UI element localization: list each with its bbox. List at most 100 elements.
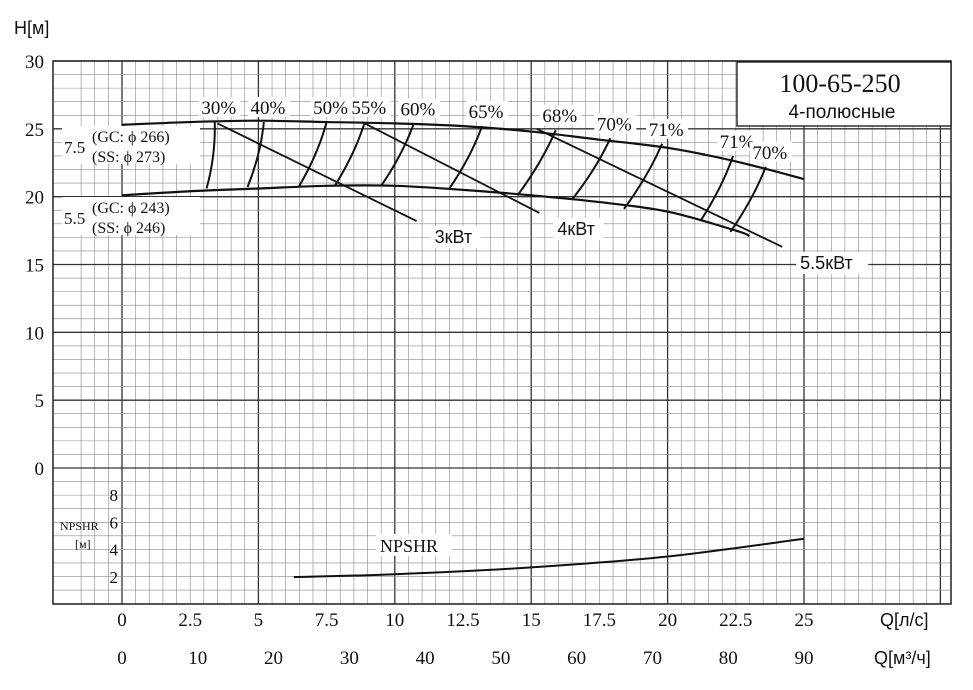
efficiency-curve [246, 121, 265, 188]
efficiency-curve [380, 123, 415, 187]
chart-subtitle: 4-полюсные [789, 102, 896, 123]
head-curve [121, 119, 805, 181]
head-curve [121, 184, 750, 238]
x-primary-tick-label: 7.5 [315, 610, 339, 631]
curve-power-7-5: 7.5 [64, 138, 85, 157]
power-label: 3кВт [435, 227, 473, 247]
x-secondary-tick-label: 20 [264, 648, 283, 669]
curve-label-7-5: 7.5 (GC: ϕ 266) (SS: ϕ 273) [62, 126, 200, 166]
curves-layer: 30% 40% 50% 55% 60% 65% 68% 70% 71%71%70%3кВт 4кВ… [121, 97, 869, 578]
x-secondary-tick-label: 70 [643, 648, 662, 669]
y-tick-label: 15 [25, 256, 44, 277]
x-primary-tick-label: 10 [385, 610, 404, 631]
power-label: 4кВт [557, 219, 595, 239]
curve-power-5-5: 5.5 [64, 209, 85, 228]
efficiency-label: 70% [752, 143, 787, 164]
curve-gc-7-5: (GC: ϕ 266) [92, 129, 170, 146]
efficiency-label: 70% [597, 114, 632, 135]
efficiency-label: 55% [351, 98, 386, 119]
efficiency-curve [516, 129, 557, 196]
grid [53, 60, 951, 604]
plot-border [52, 60, 952, 605]
x-axis-secondary-label: Q[м³/ч] [874, 648, 931, 668]
x-secondary-tick-label: 90 [795, 648, 814, 669]
y-tick-label: 0 [35, 459, 45, 480]
x-secondary-tick-label: 60 [567, 648, 586, 669]
npshr-label-bg [376, 534, 452, 556]
curve-ss-7-5: (SS: ϕ 273) [92, 149, 165, 166]
efficiency-label: 40% [250, 98, 285, 119]
efficiency-curve [333, 121, 366, 187]
power-label: 5.5кВт [800, 253, 853, 273]
x-primary-tick-label: 15 [522, 610, 541, 631]
curve-gc-5-5: (GC: ϕ 243) [92, 200, 170, 217]
power-label-bg [553, 217, 604, 240]
npshr-curve-label: NPSHR [380, 536, 438, 556]
efficiency-label-bg [594, 113, 637, 134]
x-secondary-tick-label: 0 [117, 648, 127, 669]
power-line [361, 121, 540, 214]
efficiency-curve [623, 143, 664, 210]
x-primary-tick-label: 0 [117, 610, 127, 631]
x-secondary-tick-label: 30 [340, 648, 359, 669]
efficiency-label-bg [198, 97, 241, 118]
efficiency-label-bg [247, 97, 290, 118]
npshr-axis-unit: [м] [75, 537, 91, 551]
x-secondary-tick-label: 50 [491, 648, 510, 669]
npshr-curve [293, 537, 805, 578]
x-primary-tick-label: 22.5 [719, 610, 752, 631]
efficiency-curve [571, 137, 612, 200]
x-secondary-tick-label: 40 [416, 648, 435, 669]
efficiency-label-bg [466, 101, 509, 122]
x-axis-primary-label: Q[л/с] [880, 610, 929, 630]
efficiency-curve [448, 125, 484, 190]
y-tick-label: 30 [25, 52, 44, 73]
npshr-tick-label: 2 [110, 568, 119, 587]
npshr-tick-label: 6 [110, 513, 119, 532]
curve-ss-5-5: (SS: ϕ 246) [92, 220, 165, 237]
y-tick-label: 20 [25, 188, 44, 209]
efficiency-label: 50% [313, 98, 348, 119]
y-tick-label: 5 [35, 391, 45, 412]
x-secondary-tick-label: 10 [188, 648, 207, 669]
efficiency-label-bg [749, 141, 792, 162]
npshr-tick-label: 4 [110, 541, 119, 560]
efficiency-curve [729, 166, 767, 233]
power-line [536, 128, 783, 248]
x-primary-tick-label: 2.5 [178, 610, 202, 631]
power-label-bg [430, 226, 481, 249]
efficiency-curve [699, 155, 735, 222]
chart-title: 100-65-250 [779, 69, 900, 98]
x-primary-tick-label: 5 [254, 610, 264, 631]
y-tick-label: 10 [25, 323, 44, 344]
plot-frame [52, 60, 952, 605]
efficiency-label: 71% [649, 120, 684, 141]
efficiency-label-bg [717, 130, 760, 151]
efficiency-curve [205, 122, 216, 189]
efficiency-label: 68% [542, 106, 577, 127]
power-line [217, 122, 418, 222]
x-primary-tick-label: 25 [795, 610, 814, 631]
efficiency-curve [298, 121, 328, 187]
efficiency-label-bg [310, 97, 353, 118]
efficiency-label: 65% [469, 102, 504, 123]
efficiency-label-bg [348, 97, 391, 118]
y-axis-label: H[м] [14, 18, 49, 38]
title-box [736, 61, 952, 127]
power-label-bg [796, 251, 869, 274]
efficiency-label: 71% [720, 132, 755, 153]
efficiency-label-bg [539, 105, 582, 126]
x-primary-tick-label: 12.5 [446, 610, 479, 631]
efficiency-label: 60% [400, 99, 435, 120]
y-tick-label: 25 [25, 120, 44, 141]
x-secondary-tick-label: 80 [719, 648, 738, 669]
efficiency-label: 30% [201, 98, 236, 119]
efficiency-label-bg [397, 98, 440, 119]
x-primary-tick-label: 20 [658, 610, 677, 631]
efficiency-label-bg [646, 118, 689, 139]
x-primary-tick-label: 17.5 [583, 610, 616, 631]
npshr-axis-label: NPSHR [60, 519, 99, 533]
curve-label-5-5: 5.5 (GC: ϕ 243) (SS: ϕ 246) [62, 197, 200, 237]
